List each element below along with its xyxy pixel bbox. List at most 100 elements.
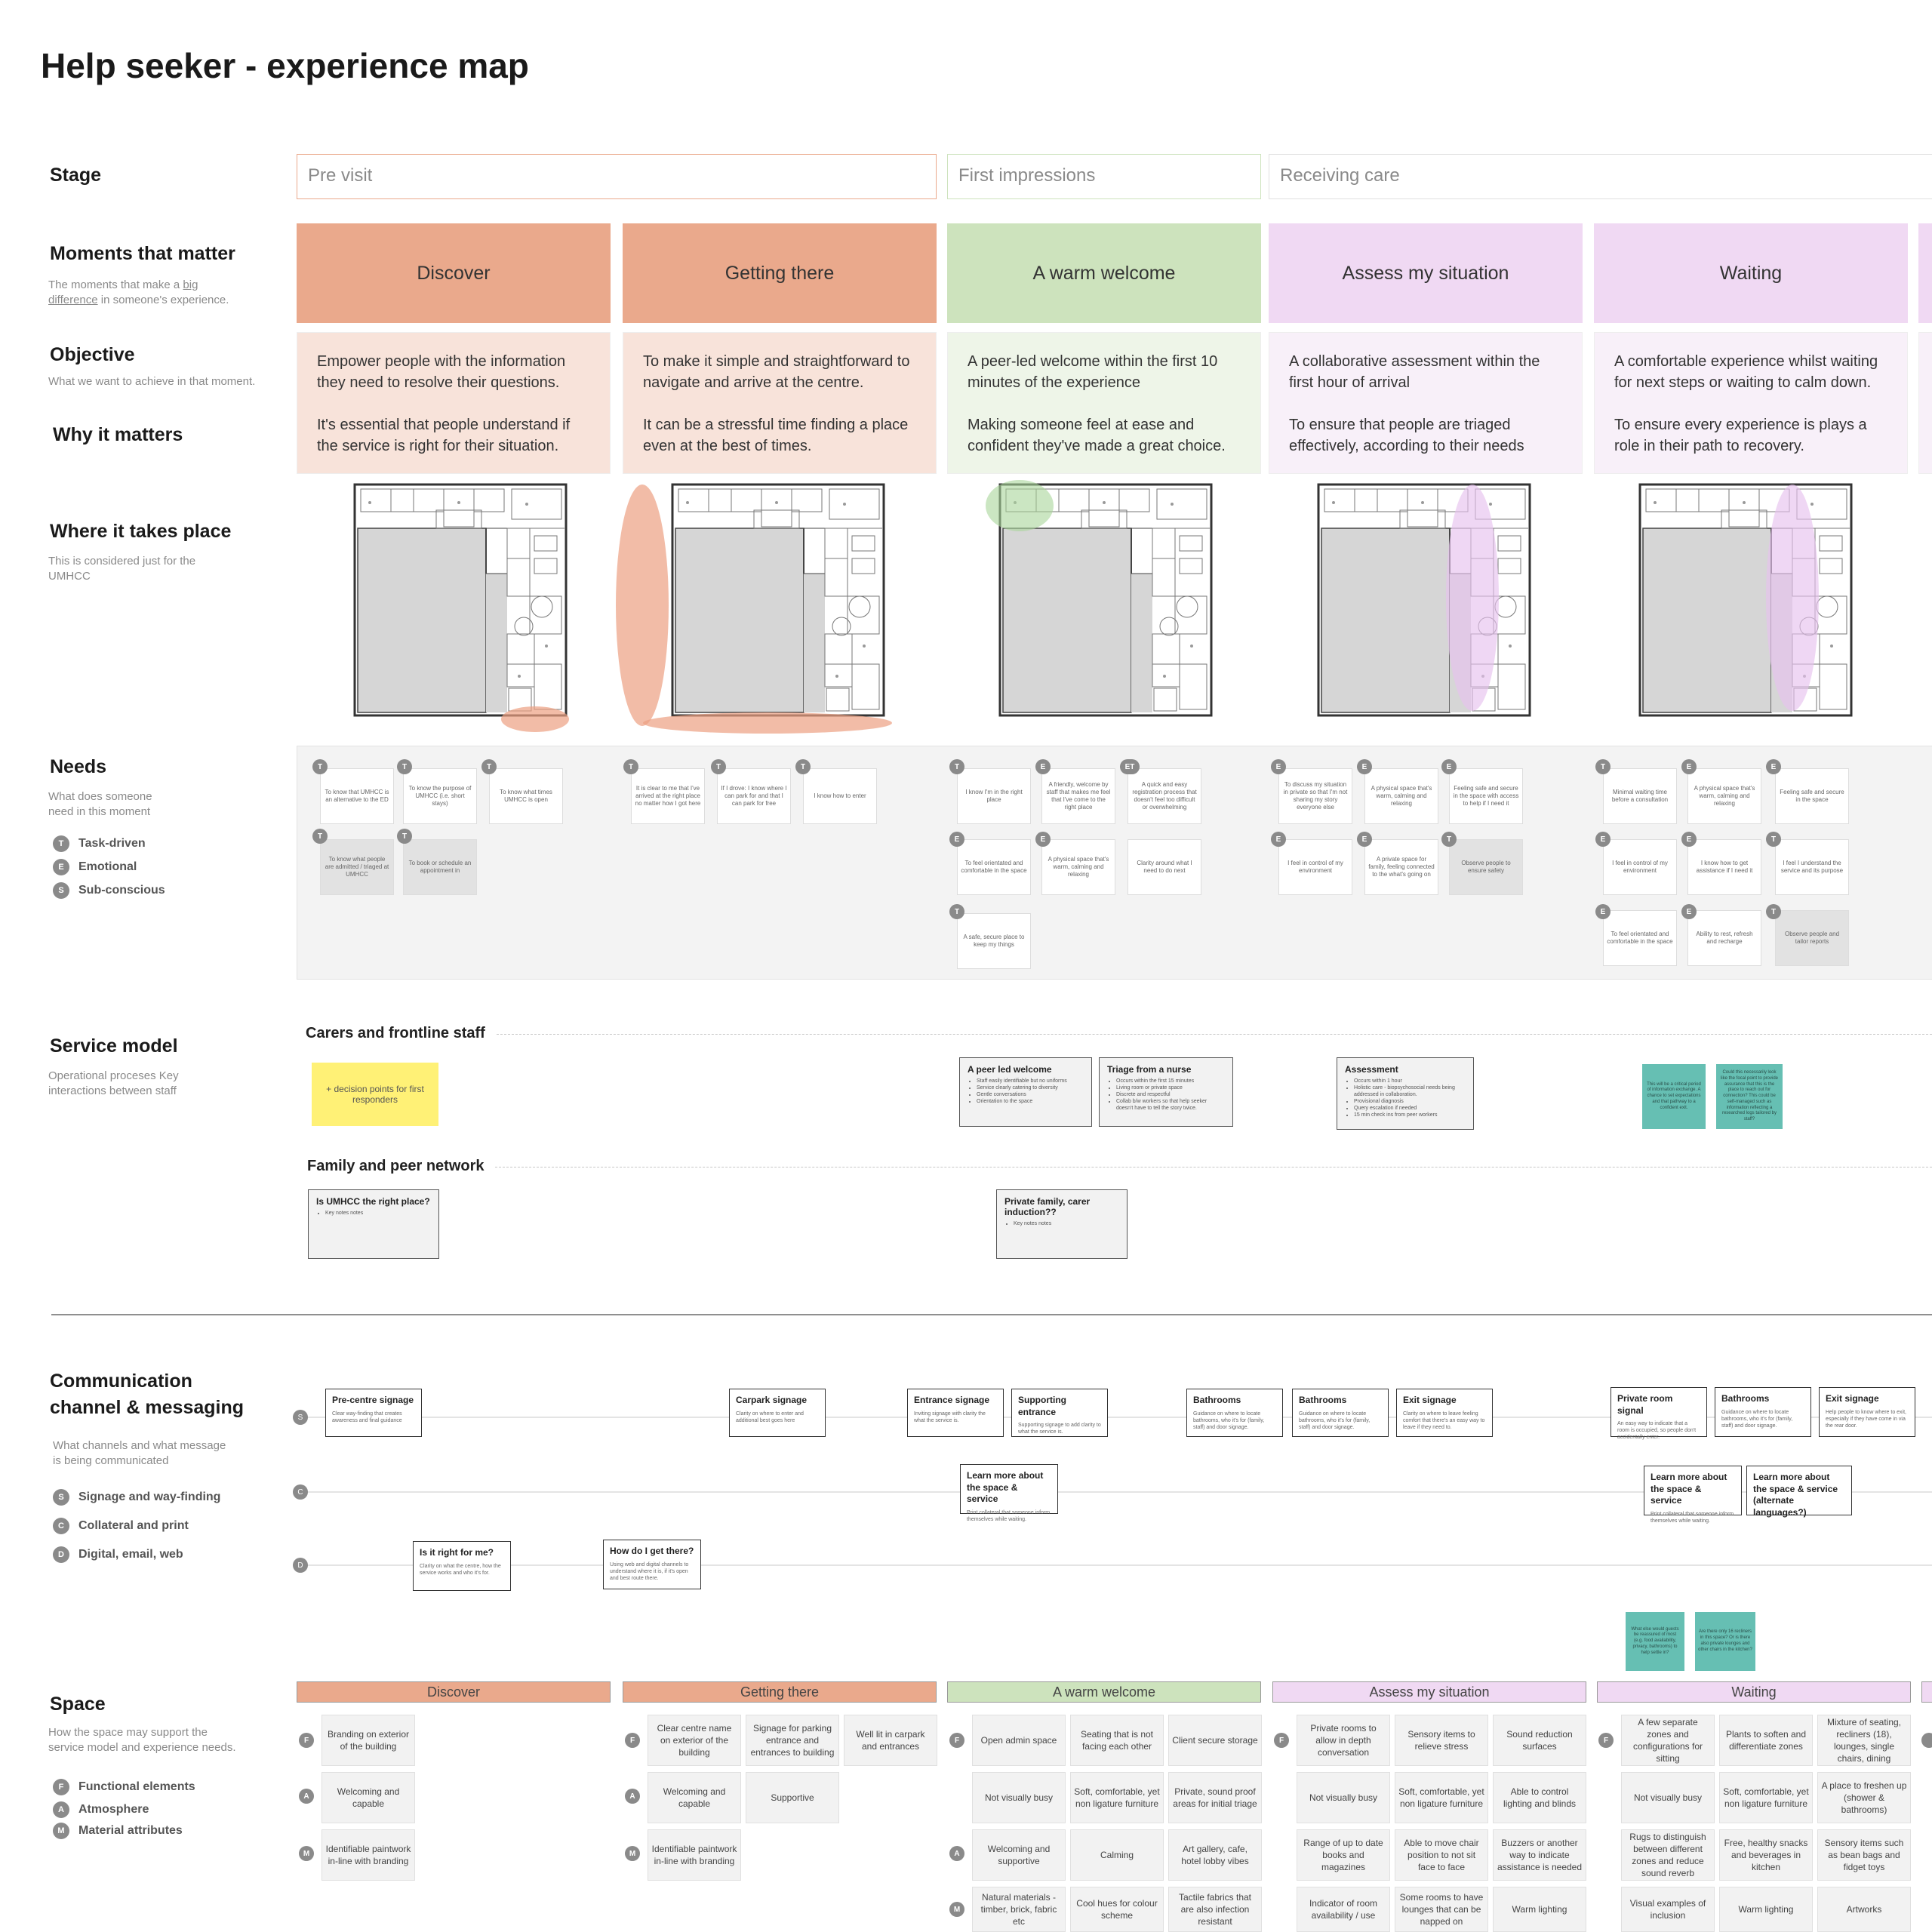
highlight-reception — [986, 480, 1054, 531]
moment-discover[interactable]: Discover — [297, 223, 611, 323]
comm-card[interactable]: Learn more about the space & service (al… — [1746, 1466, 1852, 1518]
big-difference-link[interactable]: big difference — [48, 278, 198, 306]
space-item: Identifiable paintwork in-line with bran… — [648, 1829, 741, 1881]
space-item: Free, healthy snacks and beverages in ki… — [1719, 1829, 1813, 1881]
badge-icon: D — [53, 1546, 69, 1563]
legend-task: T Task-driven — [53, 835, 146, 852]
comm-card[interactable]: Learn more about the space & service Prin… — [1644, 1466, 1742, 1524]
need-card[interactable]: To discuss my situation in private so th… — [1278, 768, 1352, 824]
need-card[interactable]: To know what people are admitted / triag… — [320, 839, 394, 895]
need-card[interactable]: I feel in control of my environment — [1278, 839, 1352, 895]
sticky-note-teal[interactable]: What else would guests be reassured of m… — [1626, 1612, 1684, 1671]
need-card[interactable]: A quick and easy registration process th… — [1128, 768, 1201, 824]
sticky-note-teal[interactable]: Are there only 16 recliners in this spac… — [1695, 1612, 1755, 1671]
group-family: Family and peer network — [307, 1158, 485, 1174]
need-card[interactable]: Ability to rest, refresh and recharge — [1687, 910, 1761, 966]
space-item: A few separate zones and configurations … — [1621, 1715, 1715, 1766]
need-card[interactable]: Clarity around what I need to do next — [1128, 839, 1201, 895]
need-card[interactable]: Minimal waiting time before a consultati… — [1603, 768, 1677, 824]
space-item: Well lit in carpark and entrances — [844, 1715, 937, 1766]
comm-card[interactable]: Bathrooms Guidance on where to locate bat… — [1715, 1387, 1811, 1437]
moment-getting-there[interactable]: Getting there — [623, 223, 937, 323]
row-label-where: Where it takes place — [50, 521, 232, 542]
moment-assess[interactable]: Assess my situation — [1269, 223, 1583, 323]
need-card[interactable]: I know I'm in the right place — [957, 768, 1031, 824]
need-card[interactable]: A physical space that's warm, calming an… — [1687, 768, 1761, 824]
need-card[interactable]: Observe people and tailor reports — [1775, 910, 1849, 966]
lane-signage — [300, 1417, 1932, 1418]
badge-icon: T — [312, 829, 328, 844]
moment-warm-welcome[interactable]: A warm welcome — [947, 223, 1261, 323]
need-card[interactable]: A safe, secure place to keep my things — [957, 913, 1031, 969]
need-card[interactable]: To book or schedule an appointment in — [403, 839, 477, 895]
comm-card[interactable]: Entrance signage Inviting signage with cl… — [907, 1389, 1004, 1437]
badge-icon: E — [1357, 832, 1372, 847]
need-card[interactable]: I feel I understand the service and its … — [1775, 839, 1849, 895]
service-card[interactable]: Private family, carer induction?? Key no… — [996, 1189, 1128, 1259]
need-card[interactable]: Observe people to ensure safety — [1449, 839, 1523, 895]
row-label-comm-1: Communication — [50, 1371, 192, 1392]
service-card[interactable]: Is UMHCC the right place? Key notes note… — [308, 1189, 439, 1259]
comm-card[interactable]: Bathrooms Guidance on where to locate bat… — [1292, 1389, 1389, 1437]
service-card[interactable]: Triage from a nurse Occurs within the fi… — [1099, 1057, 1233, 1127]
need-card[interactable]: To feel orientated and comfortable in th… — [1603, 910, 1677, 966]
row-label-comm-2: channel & messaging — [50, 1397, 245, 1418]
badge-icon: E — [1271, 832, 1286, 847]
space-item: Soft, comfortable, yet non ligature furn… — [1070, 1772, 1164, 1823]
need-card[interactable]: A friendly, welcome by staff that makes … — [1041, 768, 1115, 824]
stage-first-impressions[interactable]: First impressions — [947, 154, 1261, 199]
space-item: Mixture of seating, recliners (18), loun… — [1817, 1715, 1911, 1766]
highlight-waiting-zone — [1766, 485, 1819, 711]
moment-waiting[interactable]: Waiting — [1594, 223, 1908, 323]
sticky-note-teal[interactable]: Could this necessarily look like the foc… — [1716, 1064, 1783, 1129]
group-carers: Carers and frontline staff — [306, 1025, 485, 1041]
comm-card[interactable]: Private room signal An easy way to indica… — [1611, 1387, 1707, 1440]
badge-icon: E — [1681, 759, 1697, 774]
badge-icon: T — [949, 904, 964, 919]
comm-card[interactable]: Carpark signage Clarity on where to enter… — [729, 1389, 826, 1437]
badge-icon: T — [1766, 832, 1781, 847]
service-card[interactable]: Assessment Occurs within 1 hourHolistic … — [1337, 1057, 1474, 1130]
stage-pre-visit[interactable]: Pre visit — [297, 154, 937, 199]
need-card[interactable]: To know that UMHCC is an alternative to … — [320, 768, 394, 824]
comm-card[interactable]: Bathrooms Guidance on where to locate bat… — [1186, 1389, 1283, 1437]
legend-digital: D Digital, email, web — [53, 1546, 183, 1563]
service-card[interactable]: A peer led welcome Staff easily identifi… — [959, 1057, 1092, 1127]
legend-signage: S Signage and way-finding — [53, 1489, 220, 1506]
need-card[interactable]: If I drove: I know where I can park for … — [717, 768, 791, 824]
floor-plan-assess — [1317, 483, 1531, 717]
space-item: Artworks — [1817, 1887, 1911, 1932]
comm-card[interactable]: Supporting entrance Supporting signage to… — [1011, 1389, 1108, 1437]
badge-icon: M — [299, 1846, 314, 1861]
space-item: Supportive — [746, 1772, 839, 1823]
space-header-getting-there: Getting there — [623, 1681, 937, 1703]
stage-receiving-care[interactable]: Receiving care — [1269, 154, 1932, 199]
comm-card[interactable]: Is it right for me? Clarity on what the c… — [413, 1541, 511, 1591]
space-item: Warm lighting — [1493, 1887, 1586, 1932]
need-card[interactable]: I know how to enter — [803, 768, 877, 824]
sticky-note-yellow[interactable]: + decision points for first responders — [312, 1063, 438, 1126]
need-card[interactable]: A physical space that's warm, calming an… — [1364, 768, 1438, 824]
need-card[interactable]: I know how to get assistance if I need i… — [1687, 839, 1761, 895]
need-card[interactable]: To know the purpose of UMHCC (i.e. short… — [403, 768, 477, 824]
space-item: Private, sound proof areas for initial t… — [1168, 1772, 1262, 1823]
comm-card[interactable]: Exit signage Clarity on where to leave fe… — [1396, 1389, 1493, 1437]
badge-icon: M — [53, 1823, 69, 1839]
need-card[interactable]: I feel in control of my environment — [1603, 839, 1677, 895]
sticky-note-teal[interactable]: This will be a critical period of inform… — [1642, 1064, 1706, 1129]
comm-card[interactable]: Pre-centre signage Clear way-finding that… — [325, 1389, 422, 1437]
need-card[interactable]: A physical space that's warm, calming an… — [1041, 839, 1115, 895]
need-card[interactable]: Feeling safe and secure in the space wit… — [1449, 768, 1523, 824]
need-card[interactable]: A private space for family, feeling conn… — [1364, 839, 1438, 895]
lane-digital — [300, 1564, 1932, 1566]
need-card[interactable]: Feeling safe and secure in the space — [1775, 768, 1849, 824]
comm-card[interactable]: Exit signage Help people to know where to… — [1819, 1387, 1915, 1437]
need-card[interactable]: To know what times UMHCC is open — [489, 768, 563, 824]
need-card[interactable]: To feel orientated and comfortable in th… — [957, 839, 1031, 895]
comm-card[interactable]: Learn more about the space & service Prin… — [960, 1464, 1058, 1522]
badge-icon: D — [293, 1558, 308, 1573]
badge-icon: T — [711, 759, 726, 774]
badge-icon: F — [1274, 1733, 1289, 1748]
need-card[interactable]: It is clear to me that I've arrived at t… — [631, 768, 705, 824]
comm-card[interactable]: How do I get there? Using web and digital… — [603, 1540, 701, 1589]
